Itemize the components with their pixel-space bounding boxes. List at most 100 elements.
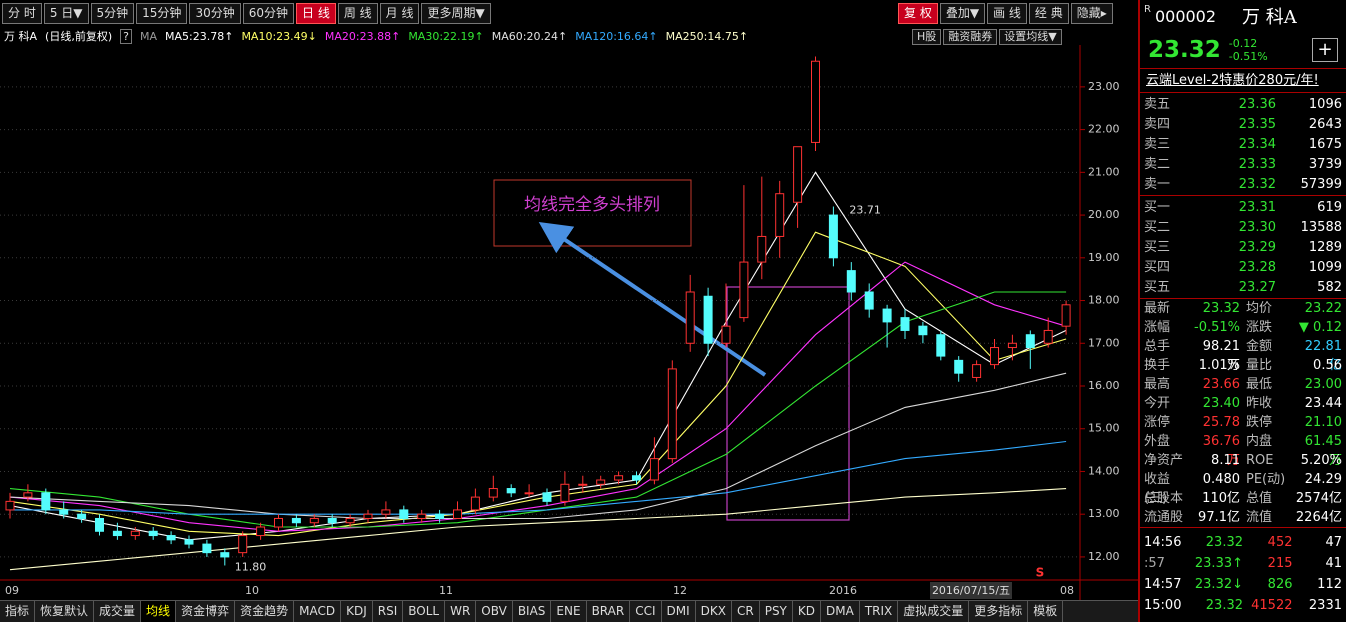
indicator-tab[interactable]: OBV [476, 601, 513, 622]
candle-body [112, 530, 122, 537]
indicator-tab[interactable]: CCI [630, 601, 662, 622]
stat-value: 97.1亿 [1198, 510, 1240, 525]
tool-button[interactable]: 画 线 [987, 3, 1027, 24]
candle-body [291, 517, 301, 524]
indicator-tab[interactable]: PSY [760, 601, 793, 622]
ma-item: MA10:23.49↓ [241, 30, 316, 43]
indicator-tab[interactable]: MACD [294, 601, 342, 622]
stat-label: 今开 [1144, 396, 1171, 411]
indicator-tab[interactable]: 恢复默认 [35, 601, 95, 622]
add-button[interactable]: + [1312, 38, 1338, 62]
ma-button[interactable]: H股 [912, 29, 942, 45]
y-tick-label: 12.00 [1088, 550, 1120, 563]
ma-button[interactable]: 设置均线▼ [999, 29, 1062, 45]
indicator-tab[interactable]: RSI [373, 601, 404, 622]
indicator-tab[interactable]: 资金博弈 [176, 601, 236, 622]
stat-label: 净资产 [1144, 453, 1184, 468]
tool-button[interactable]: 隐藏▸ [1070, 3, 1113, 24]
level-price: 23.36 [1238, 97, 1276, 112]
candle-body [238, 535, 248, 554]
candle-body [757, 235, 767, 263]
indicator-tab[interactable]: 成交量 [94, 601, 142, 622]
indicator-tab[interactable]: TRIX [860, 601, 899, 622]
level: 买二 [1144, 220, 1171, 235]
period-button[interactable]: 周 线 [337, 3, 378, 24]
tool-button[interactable]: 复 权 [898, 3, 938, 24]
indicator-tab[interactable]: 更多指标 [969, 601, 1029, 622]
period-button[interactable]: 分 时 [2, 3, 42, 24]
indicator-tab[interactable]: BRAR [587, 601, 631, 622]
stat-row: 收益(三) 0.480 PE(动) 24.29 [1140, 470, 1346, 506]
indicator-tab[interactable]: BOLL [403, 601, 446, 622]
indicator-tab[interactable]: 指标 [0, 601, 36, 622]
stat-value: 36.76万 [1202, 434, 1240, 468]
y-tick-label: 21.00 [1088, 165, 1120, 178]
period-button[interactable]: 月 线 [379, 3, 420, 24]
highlight-box [726, 286, 850, 521]
period-button[interactable]: 30分钟 [189, 3, 241, 24]
tick-cell: 14:56 [1144, 535, 1182, 550]
tick-cell: 826 [1267, 577, 1293, 592]
period-button[interactable]: 60分钟 [242, 3, 294, 24]
ma-value: 16.64 [616, 29, 649, 43]
indicator-tab[interactable]: WR [445, 601, 477, 622]
indicator-tab[interactable]: DMI [662, 601, 696, 622]
indicator-tab[interactable]: 虚拟成交量 [898, 601, 970, 622]
y-tick-label: 16.00 [1088, 379, 1120, 392]
stat-value: -0.51% [1194, 320, 1240, 335]
ma-label: MA60: [491, 29, 527, 43]
ma-label: MA [139, 29, 157, 43]
stat-label: 流通股 [1144, 510, 1184, 525]
ma-button[interactable]: 融资融券 [943, 29, 998, 45]
help[interactable]: ? [120, 28, 132, 44]
indicator-tab[interactable]: 均线 [141, 601, 177, 622]
indicator-tab[interactable]: CR [732, 601, 760, 622]
ma-item: MA30:22.19↑ [408, 30, 483, 43]
indicator-tab[interactable]: DMA [821, 601, 860, 622]
tool-button[interactable]: 经 典 [1028, 3, 1069, 24]
candle-body [95, 517, 104, 532]
ma-arrow: ↓ [307, 29, 317, 43]
ma-arrow: ↑ [648, 29, 658, 43]
buy-row: 买四 23.28 1099 [1140, 258, 1346, 278]
stat-value: 8.11 [1211, 453, 1240, 468]
ma-line [9, 171, 1067, 541]
sell-row: 卖四 23.35 2643 [1140, 115, 1346, 135]
period-button[interactable]: 更多周期▼ [421, 3, 491, 24]
candle-body [882, 308, 892, 323]
price: 23.32 [1148, 37, 1221, 63]
y-tick-label: 18.00 [1088, 294, 1120, 307]
indicator-tab[interactable]: 资金趋势 [235, 601, 295, 622]
indicator-tab[interactable]: KD [793, 601, 821, 622]
level-volume: 619 [1317, 200, 1342, 215]
stat-value: 23.66 [1202, 377, 1240, 392]
stock-name: 万 科A [4, 30, 38, 43]
stat-label: 涨跌 [1246, 320, 1273, 335]
level-volume: 1675 [1308, 137, 1342, 152]
stat-label: 流值 [1246, 510, 1273, 525]
candle-body [972, 364, 982, 378]
low-label: 11.80 [235, 560, 266, 573]
promo[interactable]: 云端Level-2特惠价280元/年! [1140, 68, 1346, 92]
indicator-tab[interactable]: 模板 [1028, 601, 1064, 622]
sell-book: 卖五 23.36 1096 卖四 23.35 2643 卖三 23.34 1675 卖二 23.33… [1140, 92, 1346, 195]
period-button[interactable]: 日 线 [296, 3, 336, 24]
stat-value: 23.40 [1202, 396, 1240, 411]
buy-row: 买五 23.27 582 [1140, 278, 1346, 298]
indicator-tab[interactable]: BIAS [513, 601, 552, 622]
level: 卖四 [1144, 117, 1171, 132]
period-button[interactable]: 5分钟 [90, 3, 135, 24]
period-button[interactable]: 5 日▼ [43, 3, 89, 24]
y-tick-label: 20.00 [1088, 208, 1120, 221]
ma-label: MA120: [575, 29, 617, 43]
sell-row: 卖一 23.32 57399 [1140, 175, 1346, 195]
indicator-tab[interactable]: KDJ [341, 601, 373, 622]
level: 卖二 [1144, 157, 1171, 172]
ma-label: MA20: [324, 29, 360, 43]
ma-arrow: ↑ [224, 29, 234, 43]
indicator-tab[interactable]: ENE [551, 601, 587, 622]
period-button[interactable]: 15分钟 [136, 3, 188, 24]
indicator-tab[interactable]: DKX [696, 601, 732, 622]
level: 买三 [1144, 240, 1171, 255]
tool-button[interactable]: 叠加▼ [939, 3, 986, 24]
